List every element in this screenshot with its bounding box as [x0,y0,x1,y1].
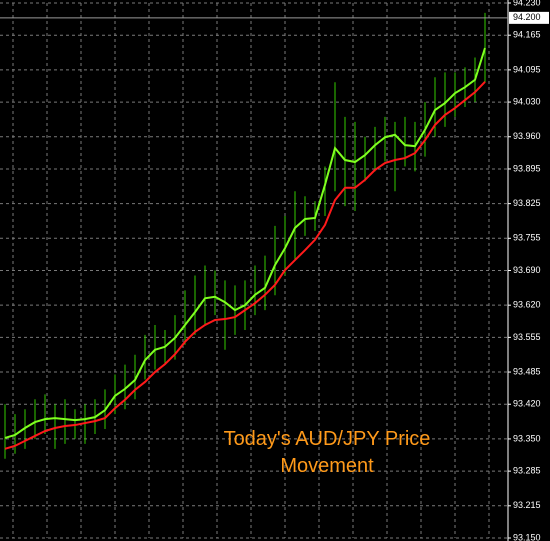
y-tick-label: 93.755 [513,233,541,243]
annotation: Today's AUD/JPY Price Movement [223,428,431,477]
y-tick-label: 93.960 [513,131,541,141]
y-tick-label: 93.825 [513,198,541,208]
y-tick-label: 93.690 [513,265,541,275]
y-tick-label: 94.030 [513,96,541,106]
y-tick-label: 93.150 [513,532,541,541]
y-tick-label: 94.230 [513,0,541,7]
y-tick-label: 93.895 [513,163,541,173]
y-tick-label: 93.285 [513,466,541,476]
y-tick-label: 93.485 [513,366,541,376]
moving-average-line [4,81,486,450]
y-tick-label: 93.555 [513,332,541,342]
y-tick-label: 93.420 [513,399,541,409]
y-tick-label: 94.165 [513,30,541,40]
y-tick-label: 93.350 [513,433,541,443]
y-tick-label: 93.620 [513,300,541,310]
y-tick-label: 94.095 [513,64,541,74]
current-price-label: 94.200 [513,12,541,22]
y-tick-label: 93.215 [513,500,541,510]
moving-average-line [4,47,486,439]
current-price-box [509,11,549,24]
